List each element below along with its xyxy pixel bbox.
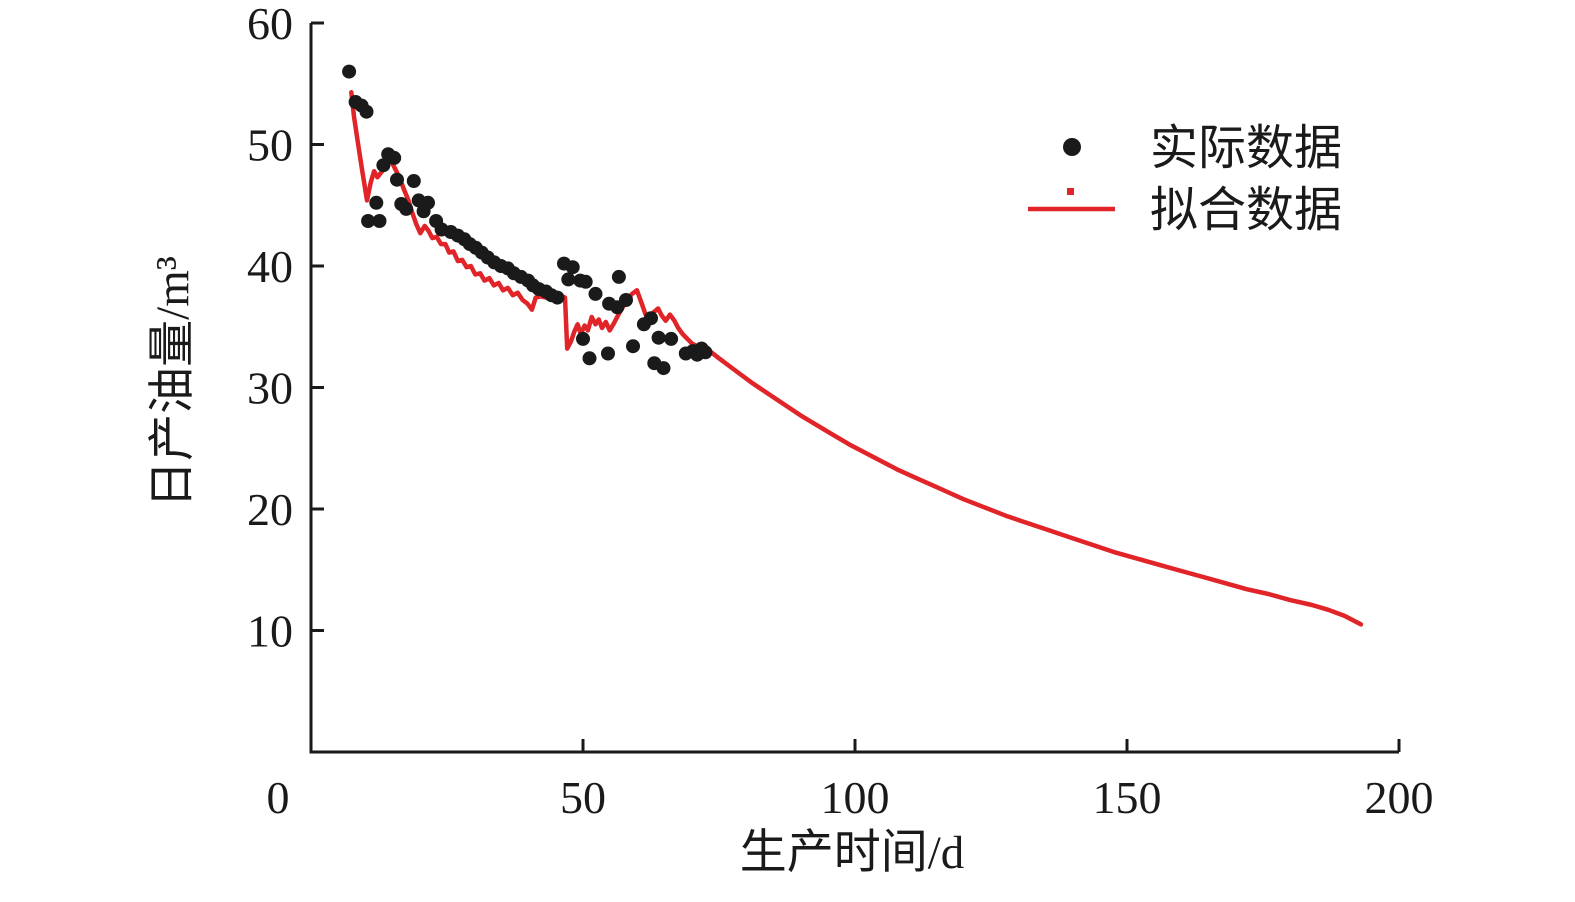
data-point [369, 195, 384, 210]
data-point [406, 174, 421, 188]
x-tick-label: 0 [267, 772, 290, 823]
legend: 实际数据 拟合数据 [1028, 122, 1342, 237]
data-point [651, 330, 666, 345]
scatter-series [342, 64, 713, 376]
y-tick-labels: 10 20 30 40 50 60 [247, 0, 293, 657]
y-tick-label: 40 [247, 241, 293, 292]
y-tick-label: 10 [247, 606, 293, 657]
fit-line [349, 90, 1364, 627]
data-point [390, 172, 404, 187]
data-point [601, 346, 615, 361]
data-point [565, 260, 580, 275]
line-legend-label: 拟合数据 [1150, 184, 1342, 237]
data-point [550, 290, 565, 305]
line-legend-dot-icon [1067, 188, 1074, 195]
data-point [376, 158, 391, 173]
data-point [359, 104, 374, 119]
scatter-legend-marker-icon [1063, 138, 1081, 156]
data-point [582, 351, 597, 366]
y-axis-label: 日产油量/m³ [147, 256, 199, 508]
data-point [626, 339, 640, 354]
data-point [578, 274, 593, 289]
y-tick-label: 50 [247, 120, 293, 171]
data-point [576, 331, 590, 346]
data-point [372, 214, 387, 228]
data-point [361, 214, 376, 228]
data-point [561, 272, 576, 287]
data-point [342, 64, 357, 79]
data-point [611, 269, 626, 284]
x-tick-label: 100 [821, 772, 890, 823]
x-tick-label: 150 [1093, 772, 1162, 823]
scatter-legend-label: 实际数据 [1150, 122, 1342, 175]
data-point [644, 311, 658, 326]
y-tick-label: 30 [247, 363, 293, 414]
data-point [619, 293, 633, 307]
data-point [588, 286, 603, 301]
axes [309, 21, 1401, 754]
x-tick-labels: 0 50 100 150 200 [267, 772, 1434, 823]
data-point [656, 361, 671, 376]
data-point [698, 345, 713, 360]
x-tick-label: 50 [560, 772, 606, 823]
x-axis-label: 生产时间/d [740, 827, 965, 879]
x-tick-label: 200 [1365, 772, 1434, 823]
data-point [399, 201, 414, 216]
y-tick-label: 20 [247, 484, 293, 535]
y-tick-label: 60 [247, 0, 293, 49]
data-point [664, 331, 679, 346]
data-point [421, 195, 435, 210]
data-point [387, 150, 402, 165]
